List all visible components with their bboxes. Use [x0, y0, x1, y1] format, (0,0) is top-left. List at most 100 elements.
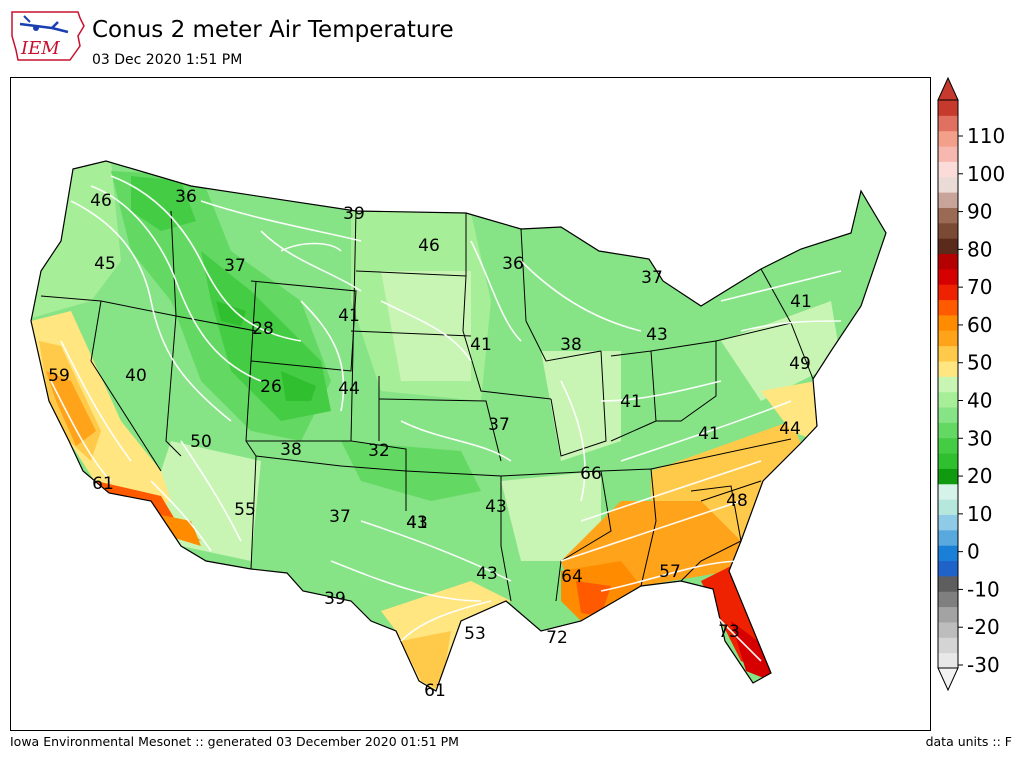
point-label: 32 — [368, 441, 390, 461]
colorbar-tick-label: 70 — [967, 275, 992, 299]
point-label: 43 — [646, 325, 668, 345]
colorbar-swatch — [938, 330, 958, 347]
colorbar-swatch — [938, 422, 958, 439]
colorbar-swatch — [938, 376, 958, 393]
temperature-map: 46 36 39 46 36 37 45 37 41 28 41 38 43 41 59 40 26 44 41 49… — [10, 77, 931, 731]
point-label: 38 — [560, 335, 582, 355]
point-label: 41 — [790, 292, 812, 312]
point-label: 39 — [343, 204, 365, 224]
colorbar-swatch — [938, 268, 958, 285]
colorbar-swatch — [938, 115, 958, 132]
colorbar-tick-label: 0 — [967, 540, 980, 564]
point-label: 57 — [659, 562, 681, 582]
colorbar-swatch — [938, 314, 958, 331]
colorbar-min-arrow — [937, 667, 959, 692]
point-label: 26 — [260, 377, 282, 397]
point-label: 61 — [92, 474, 114, 494]
colorbar-tick-label: -20 — [967, 615, 1000, 639]
colorbar-swatch — [938, 299, 958, 316]
colorbar-swatch — [938, 161, 958, 178]
point-label: 37 — [488, 415, 510, 435]
colorbar-swatch — [938, 453, 958, 469]
point-label: 36 — [502, 254, 524, 274]
page-title: Conus 2 meter Air Temperature — [92, 17, 454, 43]
colorbar-tick-label: 110 — [967, 124, 1005, 148]
colorbar-swatch — [938, 407, 958, 423]
point-label: 36 — [175, 187, 197, 207]
colorbar-tick-label: 10 — [967, 502, 992, 526]
colorbar-tick-label: 60 — [967, 313, 992, 337]
colorbar-swatch — [938, 192, 958, 208]
colorbar-swatch — [938, 560, 958, 577]
colorbar-tick-label: 40 — [967, 389, 992, 413]
colorbar-swatch — [938, 545, 958, 562]
colorbar-swatch — [938, 483, 958, 500]
point-label: 41 — [338, 306, 360, 326]
point-label: 43 — [406, 513, 428, 533]
point-label: 61 — [424, 681, 446, 701]
colorbar-swatch — [938, 591, 958, 608]
point-label: 44 — [338, 379, 360, 399]
colorbar-tick-label: -30 — [967, 653, 1000, 677]
point-label: 66 — [580, 464, 602, 484]
colorbar-tick-label: 100 — [967, 162, 1005, 186]
point-label: 37 — [641, 268, 663, 288]
colorbar-tick-label: 80 — [967, 237, 992, 261]
point-label: 50 — [190, 432, 212, 452]
colorbar-swatch — [938, 575, 958, 592]
point-label: 64 — [561, 567, 583, 587]
point-label: 37 — [224, 256, 246, 276]
logo-text: IEM — [20, 38, 60, 59]
point-label: 73 — [718, 622, 740, 642]
point-label: 43 — [485, 497, 507, 517]
colorbar-swatch — [938, 637, 958, 654]
colorbar-swatch — [938, 468, 958, 485]
colorbar-tick-label: 30 — [967, 426, 992, 450]
colorbar-swatch — [938, 100, 958, 116]
point-label: 53 — [464, 624, 486, 644]
colorbar-tick-label: 50 — [967, 351, 992, 375]
point-label: 39 — [324, 589, 346, 609]
colorbar-swatch — [938, 130, 958, 147]
colorbar-swatch — [938, 238, 958, 255]
point-label: 37 — [329, 507, 351, 527]
point-label: 38 — [280, 440, 302, 460]
footer-units: data units :: F — [925, 734, 1012, 749]
colorbar: 110 100 90 80 70 60 50 40 30 20 10 0 -10 -20 -30 — [936, 76, 1024, 696]
colorbar-swatch — [938, 360, 958, 377]
point-label: 44 — [779, 419, 801, 439]
colorbar-swatch — [938, 222, 958, 239]
page-subtitle: 03 Dec 2020 1:51 PM — [92, 52, 243, 68]
colorbar-swatch — [938, 499, 958, 515]
colorbar-tick-label: -10 — [967, 577, 1000, 601]
point-label: 43 — [476, 564, 498, 584]
point-label: 49 — [789, 354, 811, 374]
colorbar-swatch — [938, 253, 958, 270]
colorbar-swatch — [938, 207, 958, 224]
colorbar-swatch — [938, 606, 958, 623]
colorbar-swatch — [938, 529, 958, 546]
colorbar-swatch — [938, 284, 958, 301]
colorbar-swatch — [938, 652, 958, 669]
colorbar-swatch — [938, 176, 958, 193]
colorbar-swatch — [938, 437, 958, 454]
point-label: 48 — [726, 491, 748, 511]
colorbar-tick-label: 90 — [967, 200, 992, 224]
colorbar-max-arrow — [937, 76, 959, 101]
point-label: 41 — [406, 513, 428, 533]
point-label: 41 — [470, 335, 492, 355]
colorbar-swatch — [938, 514, 958, 531]
colorbar-tick-label: 20 — [967, 464, 992, 488]
iem-logo: IEM — [8, 6, 86, 66]
point-label: 40 — [125, 366, 147, 386]
footer-credit: Iowa Environmental Mesonet :: generated … — [10, 734, 459, 749]
point-label: 72 — [546, 628, 568, 648]
colorbar-swatch — [938, 621, 958, 638]
point-label: 46 — [90, 191, 112, 211]
colorbar-swatch — [938, 146, 958, 162]
colorbar-swatch — [938, 391, 958, 408]
point-label: 28 — [252, 319, 274, 339]
colorbar-swatch — [938, 345, 958, 362]
point-label: 55 — [234, 500, 256, 520]
point-label: 41 — [698, 424, 720, 444]
